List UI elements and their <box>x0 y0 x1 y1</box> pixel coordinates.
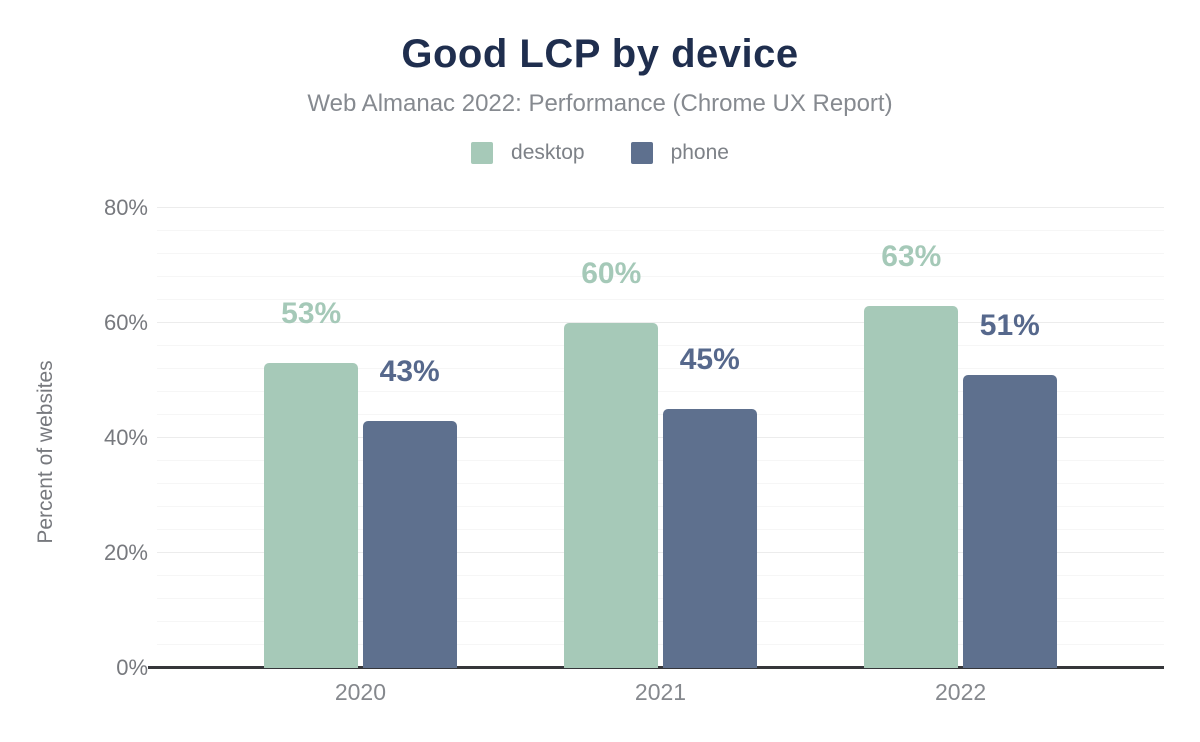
legend-item-desktop: desktop <box>471 141 585 165</box>
minor-gridline <box>157 621 1164 622</box>
major-gridline <box>157 552 1164 553</box>
chart-subtitle: Web Almanac 2022: Performance (Chrome UX… <box>307 90 893 117</box>
minor-gridline <box>157 391 1164 392</box>
bar-desktop-2021 <box>564 323 659 668</box>
legend-label-phone: phone <box>670 141 729 164</box>
minor-gridline <box>157 506 1164 507</box>
legend: desktop phone <box>0 141 1200 165</box>
minor-gridline <box>157 368 1164 369</box>
x-tick-label: 2022 <box>934 679 987 705</box>
bar-value-label-phone-2022: 51% <box>979 308 1040 342</box>
minor-gridline <box>157 529 1164 530</box>
minor-gridline <box>157 299 1164 300</box>
minor-gridline <box>157 345 1164 346</box>
major-gridline <box>157 437 1164 438</box>
bar-value-label-phone-2021: 45% <box>679 343 740 377</box>
minor-gridline <box>157 598 1164 599</box>
bar-desktop-2022 <box>864 305 959 668</box>
legend-swatch-desktop-icon <box>471 142 494 164</box>
chart-title: Good LCP by device <box>401 32 799 76</box>
bar-value-label-phone-2020: 43% <box>379 354 440 388</box>
y-tick-label: 20% <box>103 540 148 565</box>
minor-gridline <box>157 230 1164 231</box>
minor-gridline <box>157 276 1164 277</box>
major-gridline <box>157 322 1164 323</box>
bar-desktop-2020 <box>264 363 359 668</box>
y-tick-label: 0% <box>116 655 148 680</box>
minor-gridline <box>157 414 1164 415</box>
minor-gridline <box>157 253 1164 254</box>
plot-area: 0% 20% 40% 60% 80% 2020 53% 43% 2021 60% 45% 2022 63… <box>104 197 1164 705</box>
major-gridline <box>157 207 1164 208</box>
y-tick-label: 80% <box>103 195 148 220</box>
bar-phone-2020 <box>362 420 457 668</box>
x-tick-label: 2020 <box>334 679 386 705</box>
legend-label-desktop: desktop <box>511 141 585 164</box>
minor-gridline <box>157 644 1164 645</box>
bar-value-label-desktop-2022: 63% <box>881 239 942 273</box>
bar-value-label-desktop-2020: 53% <box>281 297 342 331</box>
bar-phone-2021 <box>662 409 757 668</box>
legend-swatch-phone-icon <box>630 142 653 164</box>
legend-item-phone: phone <box>630 141 729 165</box>
y-tick-label: 60% <box>103 310 148 335</box>
y-tick-label: 40% <box>103 425 148 450</box>
bar-phone-2022 <box>962 374 1057 668</box>
y-axis-title: Percent of websites <box>34 360 57 544</box>
minor-gridline <box>157 460 1164 461</box>
x-tick-label: 2021 <box>634 679 687 705</box>
minor-gridline <box>157 575 1164 576</box>
bar-value-label-desktop-2021: 60% <box>581 257 642 290</box>
minor-gridline <box>157 483 1164 484</box>
